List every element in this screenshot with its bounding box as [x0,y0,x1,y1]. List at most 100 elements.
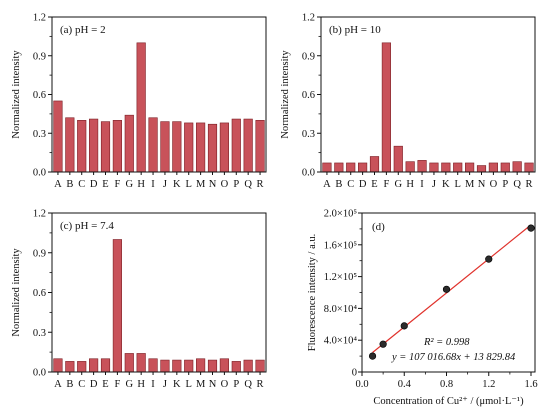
x-tick-label: R [257,179,264,190]
y-tick-label: 1.2 [33,209,46,220]
bar-F [381,42,391,173]
bar-D [358,162,368,173]
x-tick-label: C [347,179,354,190]
y-axis-title: Fluorescence intensity / a.u. [307,234,318,352]
y-tick-label: 0.3 [33,328,46,339]
panel-label: (b) pH = 10 [329,24,381,36]
x-tick-label: D [90,179,98,190]
bar-I [148,117,158,173]
data-point [368,352,377,360]
x-tick-label: B [66,379,73,390]
x-tick-label: I [151,179,155,190]
x-tick-label: N [478,179,486,190]
bar-K [172,121,182,173]
y-tick-label: 2.0×10⁵ [324,209,358,220]
x-tick-label: F [114,379,120,390]
x-tick-label: Q [244,379,252,390]
x-tick-label: 0.0 [355,379,368,390]
data-point [442,285,451,293]
x-tick-label: A [54,379,62,390]
bar-O [488,162,498,173]
data-point [379,340,387,348]
bar-panel-1: 0.0 0.3 0.6 0.9 1.2 A B C D E F G H I J K L M N O P Q R Normali… [280,13,536,190]
y-tick-label: 0.6 [33,90,46,101]
bar-J [160,359,170,373]
y-tick-label: 0.0 [33,368,46,379]
x-tick-label: M [196,179,206,190]
y-tick-label: 0.6 [302,90,315,101]
data-point [485,255,493,263]
bar-R [255,359,265,373]
bar-P [500,162,510,173]
x-tick-label: M [196,379,206,390]
y-tick-label: 0.0 [302,168,315,179]
bar-C [77,120,87,173]
y-tick-label: 1.2 [33,13,46,24]
x-tick-label: B [66,179,73,190]
bar-Q [512,161,522,173]
bar-G [124,353,134,373]
x-tick-label: O [221,379,229,390]
bar-L [453,162,463,173]
y-tick-label: 0.9 [33,51,46,62]
plot-frame [51,212,267,373]
x-tick-label: B [335,179,342,190]
bar-N [207,359,218,373]
y-axis-title: Normalized intensity [11,50,22,139]
bar-Q [243,118,253,173]
x-tick-label: F [383,179,389,190]
bar-D [89,358,99,373]
x-tick-label: M [465,179,475,190]
x-tick-label: K [442,179,450,190]
bar-panel-0: 0.0 0.3 0.6 0.9 1.2 A B C D E F G H I J K L M N O P Q R Normali… [11,13,267,190]
x-tick-label: F [114,179,120,190]
x-tick-label: H [137,379,145,390]
panel-label: (a) pH = 2 [60,24,106,36]
x-tick-label: E [371,179,377,190]
x-tick-label: E [102,179,108,190]
bar-F [112,239,122,373]
x-tick-label: O [490,179,498,190]
panel-label: (c) pH = 7.4 [60,220,114,232]
bar-H [405,161,415,173]
x-tick-label: 0.8 [440,379,453,390]
y-tick-label: 0.3 [33,129,46,140]
fit-line [372,224,532,353]
panel-label: (d) [372,221,385,233]
x-tick-label: N [209,179,217,190]
x-tick-label: 1.6 [524,379,537,390]
x-tick-label: P [502,179,508,190]
bar-P [231,118,241,173]
x-tick-label: L [455,179,461,190]
bar-J [160,121,170,173]
x-tick-label: D [359,179,367,190]
scatter-panel: 0.0 0.4 0.8 1.2 1.6 0 4.0×10⁴ 8.0×10⁴ 1.2×10⁵ 1.6… [307,209,538,408]
bar-M [465,162,475,173]
x-tick-label: N [209,379,217,390]
y-tick-label: 0.0 [33,168,46,179]
bar-E [100,358,111,373]
y-tick-label: 1.6×10⁵ [324,240,358,251]
bar-H [136,353,146,373]
plot-frame [361,212,536,373]
x-tick-label: C [78,379,85,390]
x-tick-label: L [186,379,192,390]
y-tick-label: 0.3 [302,129,315,140]
bar-R [524,162,534,173]
bar-C [77,361,87,373]
bar-C [346,162,356,173]
bar-M [196,122,206,173]
y-tick-label: 4.0×10⁴ [324,336,358,347]
bar-L [184,122,194,173]
r-squared-annotation: R² = 0.998 [423,337,470,348]
bar-K [172,359,182,373]
x-tick-label: K [173,379,181,390]
x-tick-label: I [420,179,424,190]
x-tick-label: 1.2 [482,379,495,390]
bar-panel-2: 0.0 0.3 0.6 0.9 1.2 A B C D E F G H I J K L M N O P Q R Normali… [11,209,267,390]
bar-A [322,162,332,173]
bar-M [196,358,206,373]
bar-H [136,42,146,173]
x-tick-label: 0.4 [398,379,412,390]
y-tick-label: 0 [352,368,357,379]
